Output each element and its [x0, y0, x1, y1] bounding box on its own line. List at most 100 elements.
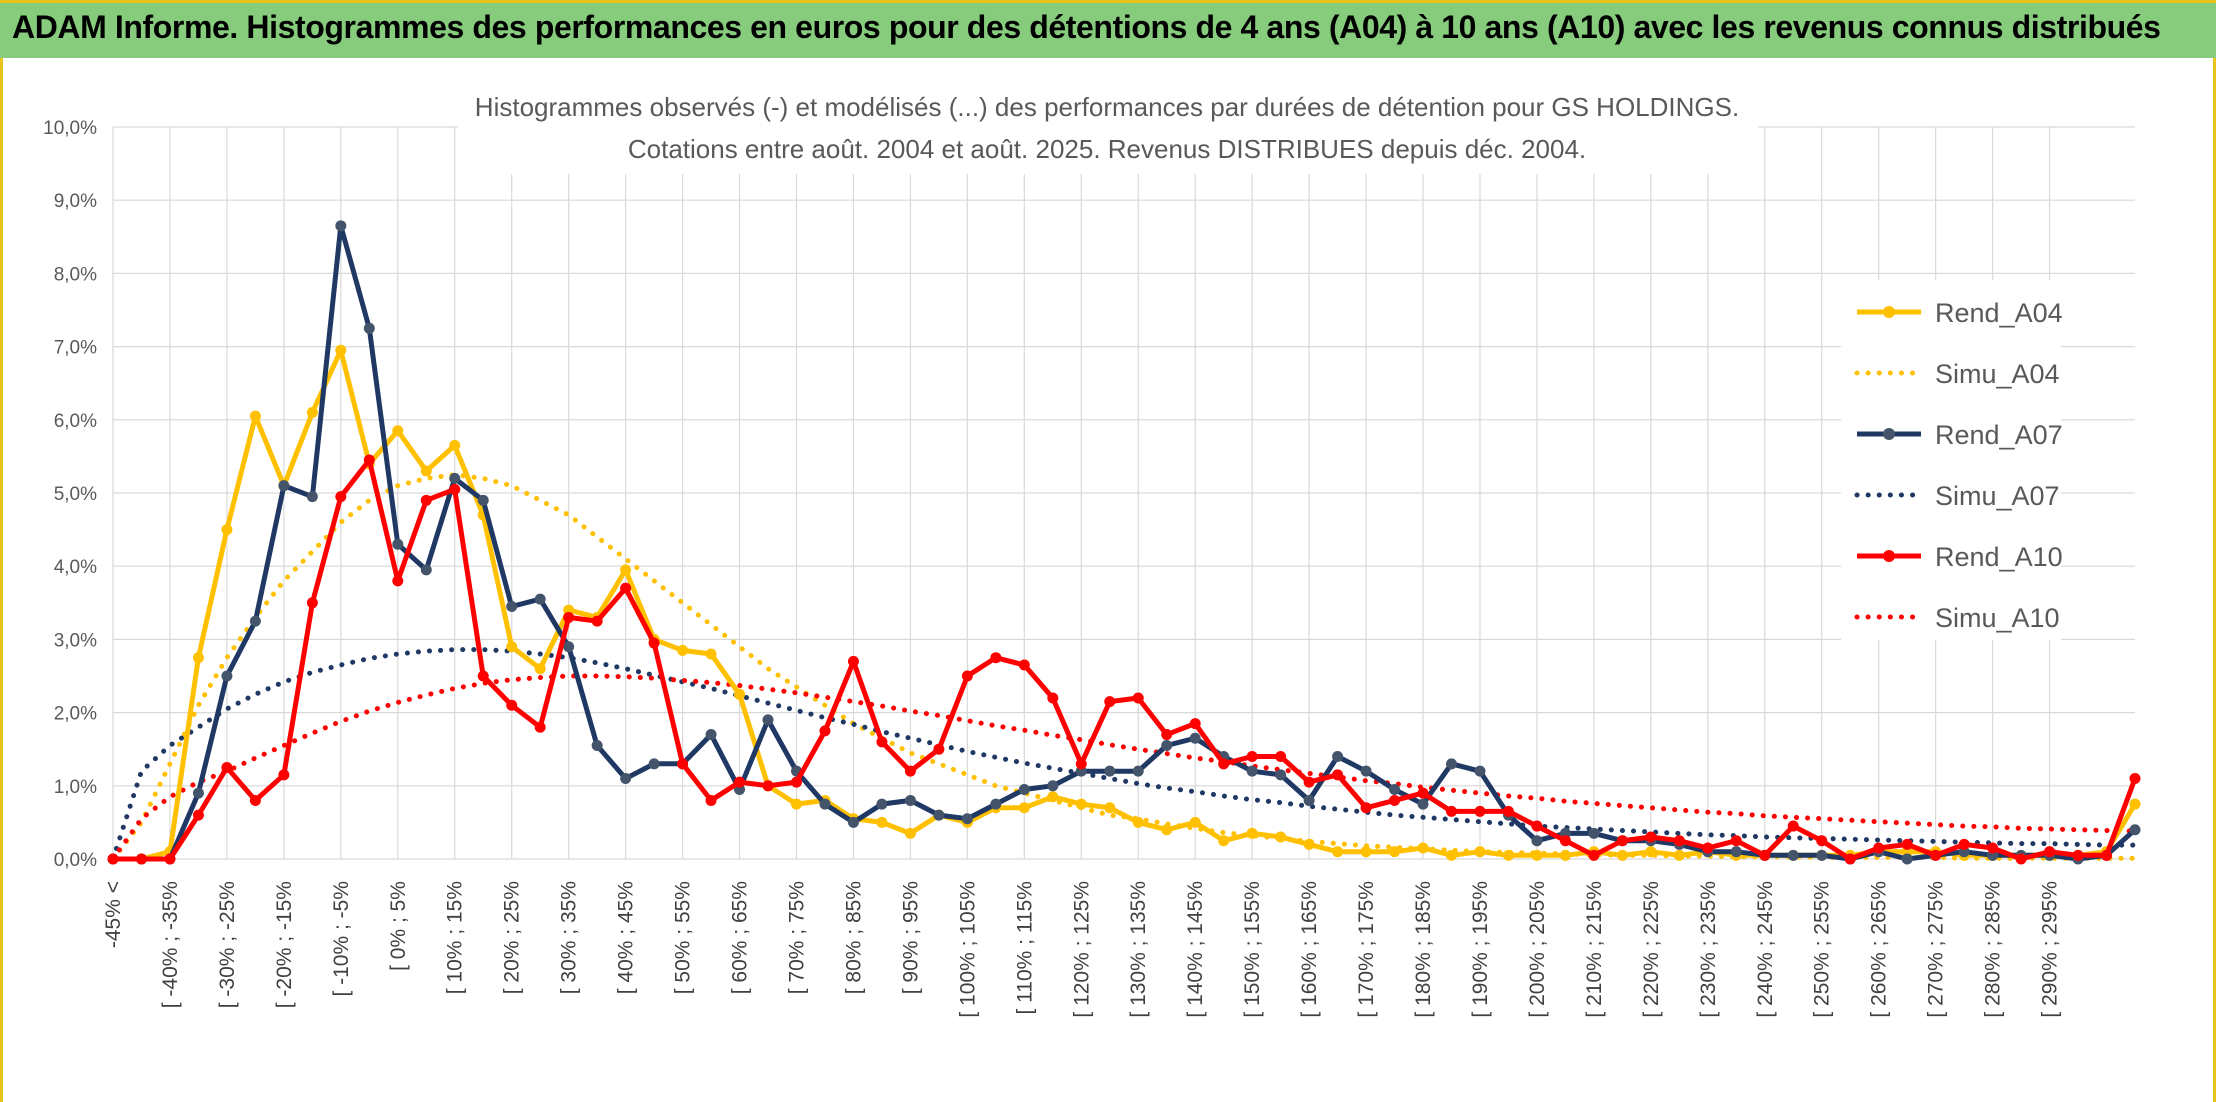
legend-item: Simu_A04 [1853, 353, 2063, 393]
rend-a04-point [1218, 835, 1230, 847]
rend-a04-point [876, 816, 888, 828]
x-tick-label: [ 40% ; 45% [615, 881, 638, 994]
rend-a10-point [1332, 769, 1344, 781]
legend-label: Simu_A04 [1935, 359, 2060, 389]
rend-a04-point [904, 827, 916, 839]
legend-label: Rend_A07 [1935, 420, 2063, 450]
legend-label: Simu_A07 [1935, 481, 2060, 511]
rend-a10-point [2129, 772, 2141, 784]
rend-a07-point [904, 794, 916, 806]
x-tick-label: [ 190% ; 195% [1469, 881, 1492, 1018]
rend-a07-point [392, 538, 404, 550]
chart-subtitle: Cotations entre août. 2004 et août. 2025… [628, 134, 1586, 164]
x-tick-label: [ -30% ; -25% [216, 881, 239, 1008]
rend-a10-point [876, 736, 888, 748]
rend-a10-point [534, 721, 546, 733]
rend-a04-point [1303, 838, 1315, 850]
legend-item: Rend_A07 [1853, 414, 2063, 454]
rend-a10-point [1218, 758, 1230, 770]
title-panel [458, 84, 1758, 174]
rend-a07-point [363, 322, 375, 334]
x-tick-label: [ 200% ; 205% [1526, 881, 1549, 1018]
rend-a04-point [1645, 846, 1657, 858]
legend-swatch [1857, 306, 1921, 318]
rend-a10-point [420, 494, 432, 506]
legend-item: Rend_A04 [1853, 292, 2063, 332]
rend-a07-point [563, 641, 575, 653]
rend-a04-point [620, 564, 632, 576]
rend-a07-point [876, 798, 888, 810]
rend-a10-point [1531, 820, 1543, 832]
rend-a04-point [1275, 831, 1287, 843]
rend-a04-point [221, 524, 233, 536]
rend-a10-point [1901, 838, 1913, 850]
rend-a10-point [790, 776, 802, 788]
x-tick-label: [ 160% ; 165% [1298, 881, 1321, 1018]
rend-a10-point [477, 670, 489, 682]
rend-a04-point [790, 798, 802, 810]
x-tick-label: [ 110% ; 115% [1013, 881, 1036, 1014]
rend-a10-point [2015, 853, 2027, 865]
x-tick-label: [ 240% ; 245% [1754, 881, 1777, 1018]
x-tick-label: [ 210% ; 215% [1583, 881, 1606, 1018]
rend-a04-point [192, 652, 204, 664]
x-tick-label: [ 130% ; 135% [1127, 881, 1150, 1018]
rend-a10-point [335, 491, 347, 503]
rend-a07-point [506, 600, 518, 612]
x-tick-label: [ 140% ; 145% [1184, 881, 1207, 1018]
rend-a04-point [1474, 846, 1486, 858]
chart-title: Histogrammes observés (-) et modélisés (… [475, 92, 1739, 122]
x-tick-label: [ 290% ; 295% [2039, 881, 2062, 1018]
x-tick-label: [ 260% ; 265% [1868, 881, 1891, 1018]
rend-a10-point [1161, 729, 1173, 741]
y-tick-label: 8,0% [54, 264, 97, 285]
rend-a10-point [1047, 692, 1059, 704]
rend-a10-point [1702, 842, 1714, 854]
rend-a10-point [1673, 835, 1685, 847]
rend-a04-point [249, 410, 261, 422]
rend-a07-point [705, 729, 717, 741]
rend-a07-point [1446, 758, 1458, 770]
x-tick-label: [ 170% ; 175% [1355, 881, 1378, 1018]
rend-a07-point [1047, 780, 1059, 792]
rend-a10-point [847, 655, 859, 667]
x-tick-label: [ -20% ; -15% [273, 881, 296, 1008]
rend-a04-point [1531, 849, 1543, 861]
rend-a04-point [1104, 802, 1116, 814]
rend-a04-point [1047, 791, 1059, 803]
rend-a10-point [762, 780, 774, 792]
y-tick-label: 7,0% [54, 338, 97, 359]
x-tick-label: [ 10% ; 15% [444, 881, 467, 994]
rend-a10-point [1559, 835, 1571, 847]
rend-a10-point [1417, 787, 1429, 799]
x-tick-label: [ 180% ; 185% [1412, 881, 1435, 1018]
chart-frame: 0,0% 1,0% 2,0% 3,0% 4,0% 5,0% 6,0% 7,0% 8,0% 9,0%… [0, 58, 2216, 1102]
rend-a10-point [819, 725, 831, 737]
legend-swatch [1854, 370, 1924, 376]
x-tick-label: [ 280% ; 285% [1982, 881, 2005, 1018]
rend-a10-point [392, 575, 404, 587]
rend-a07-point [335, 220, 347, 232]
rend-a10-point [1018, 659, 1030, 671]
y-tick-label: 0,0% [54, 850, 97, 871]
rend-a10-point [363, 454, 375, 466]
rend-a07-point [1730, 846, 1742, 858]
rend-a07-point [477, 494, 489, 506]
rend-a10-point [620, 582, 632, 594]
rend-a10-point [734, 776, 746, 788]
rend-a10-point [2101, 849, 2113, 861]
x-tick-label: [ 30% ; 35% [558, 881, 581, 994]
rend-a07-point [1389, 783, 1401, 795]
rend-a10-line [113, 457, 2138, 862]
legend-label: Rend_A10 [1935, 542, 2063, 572]
rend-a04-point [449, 439, 461, 451]
rend-a10-point [1474, 805, 1486, 817]
rend-a10-point [1189, 718, 1201, 730]
rend-a07-point [249, 615, 261, 627]
report-title: ADAM Informe. Histogrammes des performan… [12, 9, 2161, 45]
rend-a04-point [1559, 849, 1571, 861]
rend-a04-point [1189, 816, 1201, 828]
rend-a07-point [1816, 849, 1828, 861]
rend-a04-point [1132, 816, 1144, 828]
x-tick-label: [ 60% ; 65% [729, 881, 752, 994]
